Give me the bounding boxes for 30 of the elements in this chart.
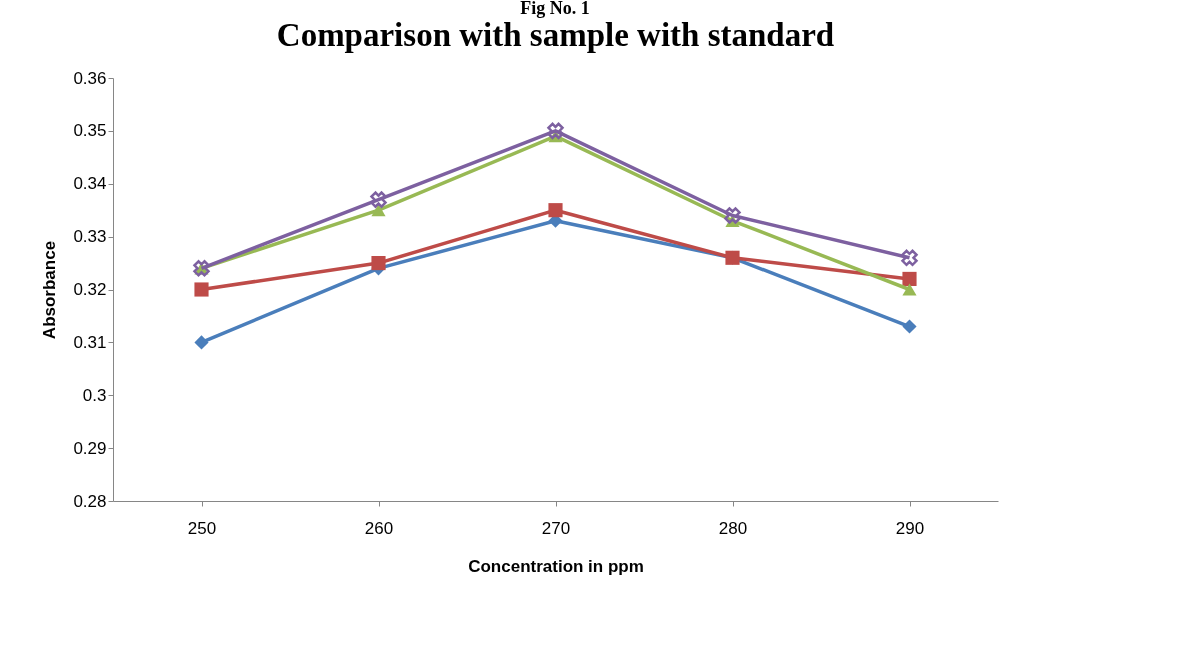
- point: [548, 203, 563, 218]
- x-tick-label: 250: [187, 518, 217, 538]
- y-tick-label: 0.32: [73, 280, 107, 299]
- point: [194, 335, 209, 350]
- point: [902, 319, 917, 334]
- y-tick-label: 0.3: [82, 385, 107, 405]
- y-tick-label: 0.31: [73, 332, 107, 352]
- text: Fig No. 1: [520, 0, 590, 18]
- y-tick-label: 0.36: [73, 68, 107, 88]
- chart-title: Comparison with sample with standard: [276, 17, 835, 53]
- point: [901, 249, 918, 267]
- x-axis-title: Concentration in ppm: [468, 556, 644, 576]
- point: [371, 255, 386, 271]
- point: [370, 191, 387, 208]
- y-axis-title: Absorbance: [40, 240, 60, 340]
- point: [371, 204, 386, 217]
- x-tick-label: 280: [718, 518, 748, 538]
- point: [194, 282, 209, 297]
- y-tick-label: 0.35: [73, 121, 107, 141]
- x-tick-label: 290: [895, 518, 925, 538]
- x-tick-label: 270: [541, 518, 571, 538]
- x-tick-label: 260: [364, 518, 394, 538]
- y-tick-label: 0.33: [73, 227, 107, 247]
- point: [902, 283, 917, 296]
- point: [902, 271, 917, 286]
- point: [547, 122, 564, 140]
- point: [724, 207, 741, 224]
- y-tick-label: 0.34: [73, 174, 107, 194]
- y-tick-label: 0.28: [73, 491, 107, 511]
- y-tick-label: 0.29: [73, 438, 107, 458]
